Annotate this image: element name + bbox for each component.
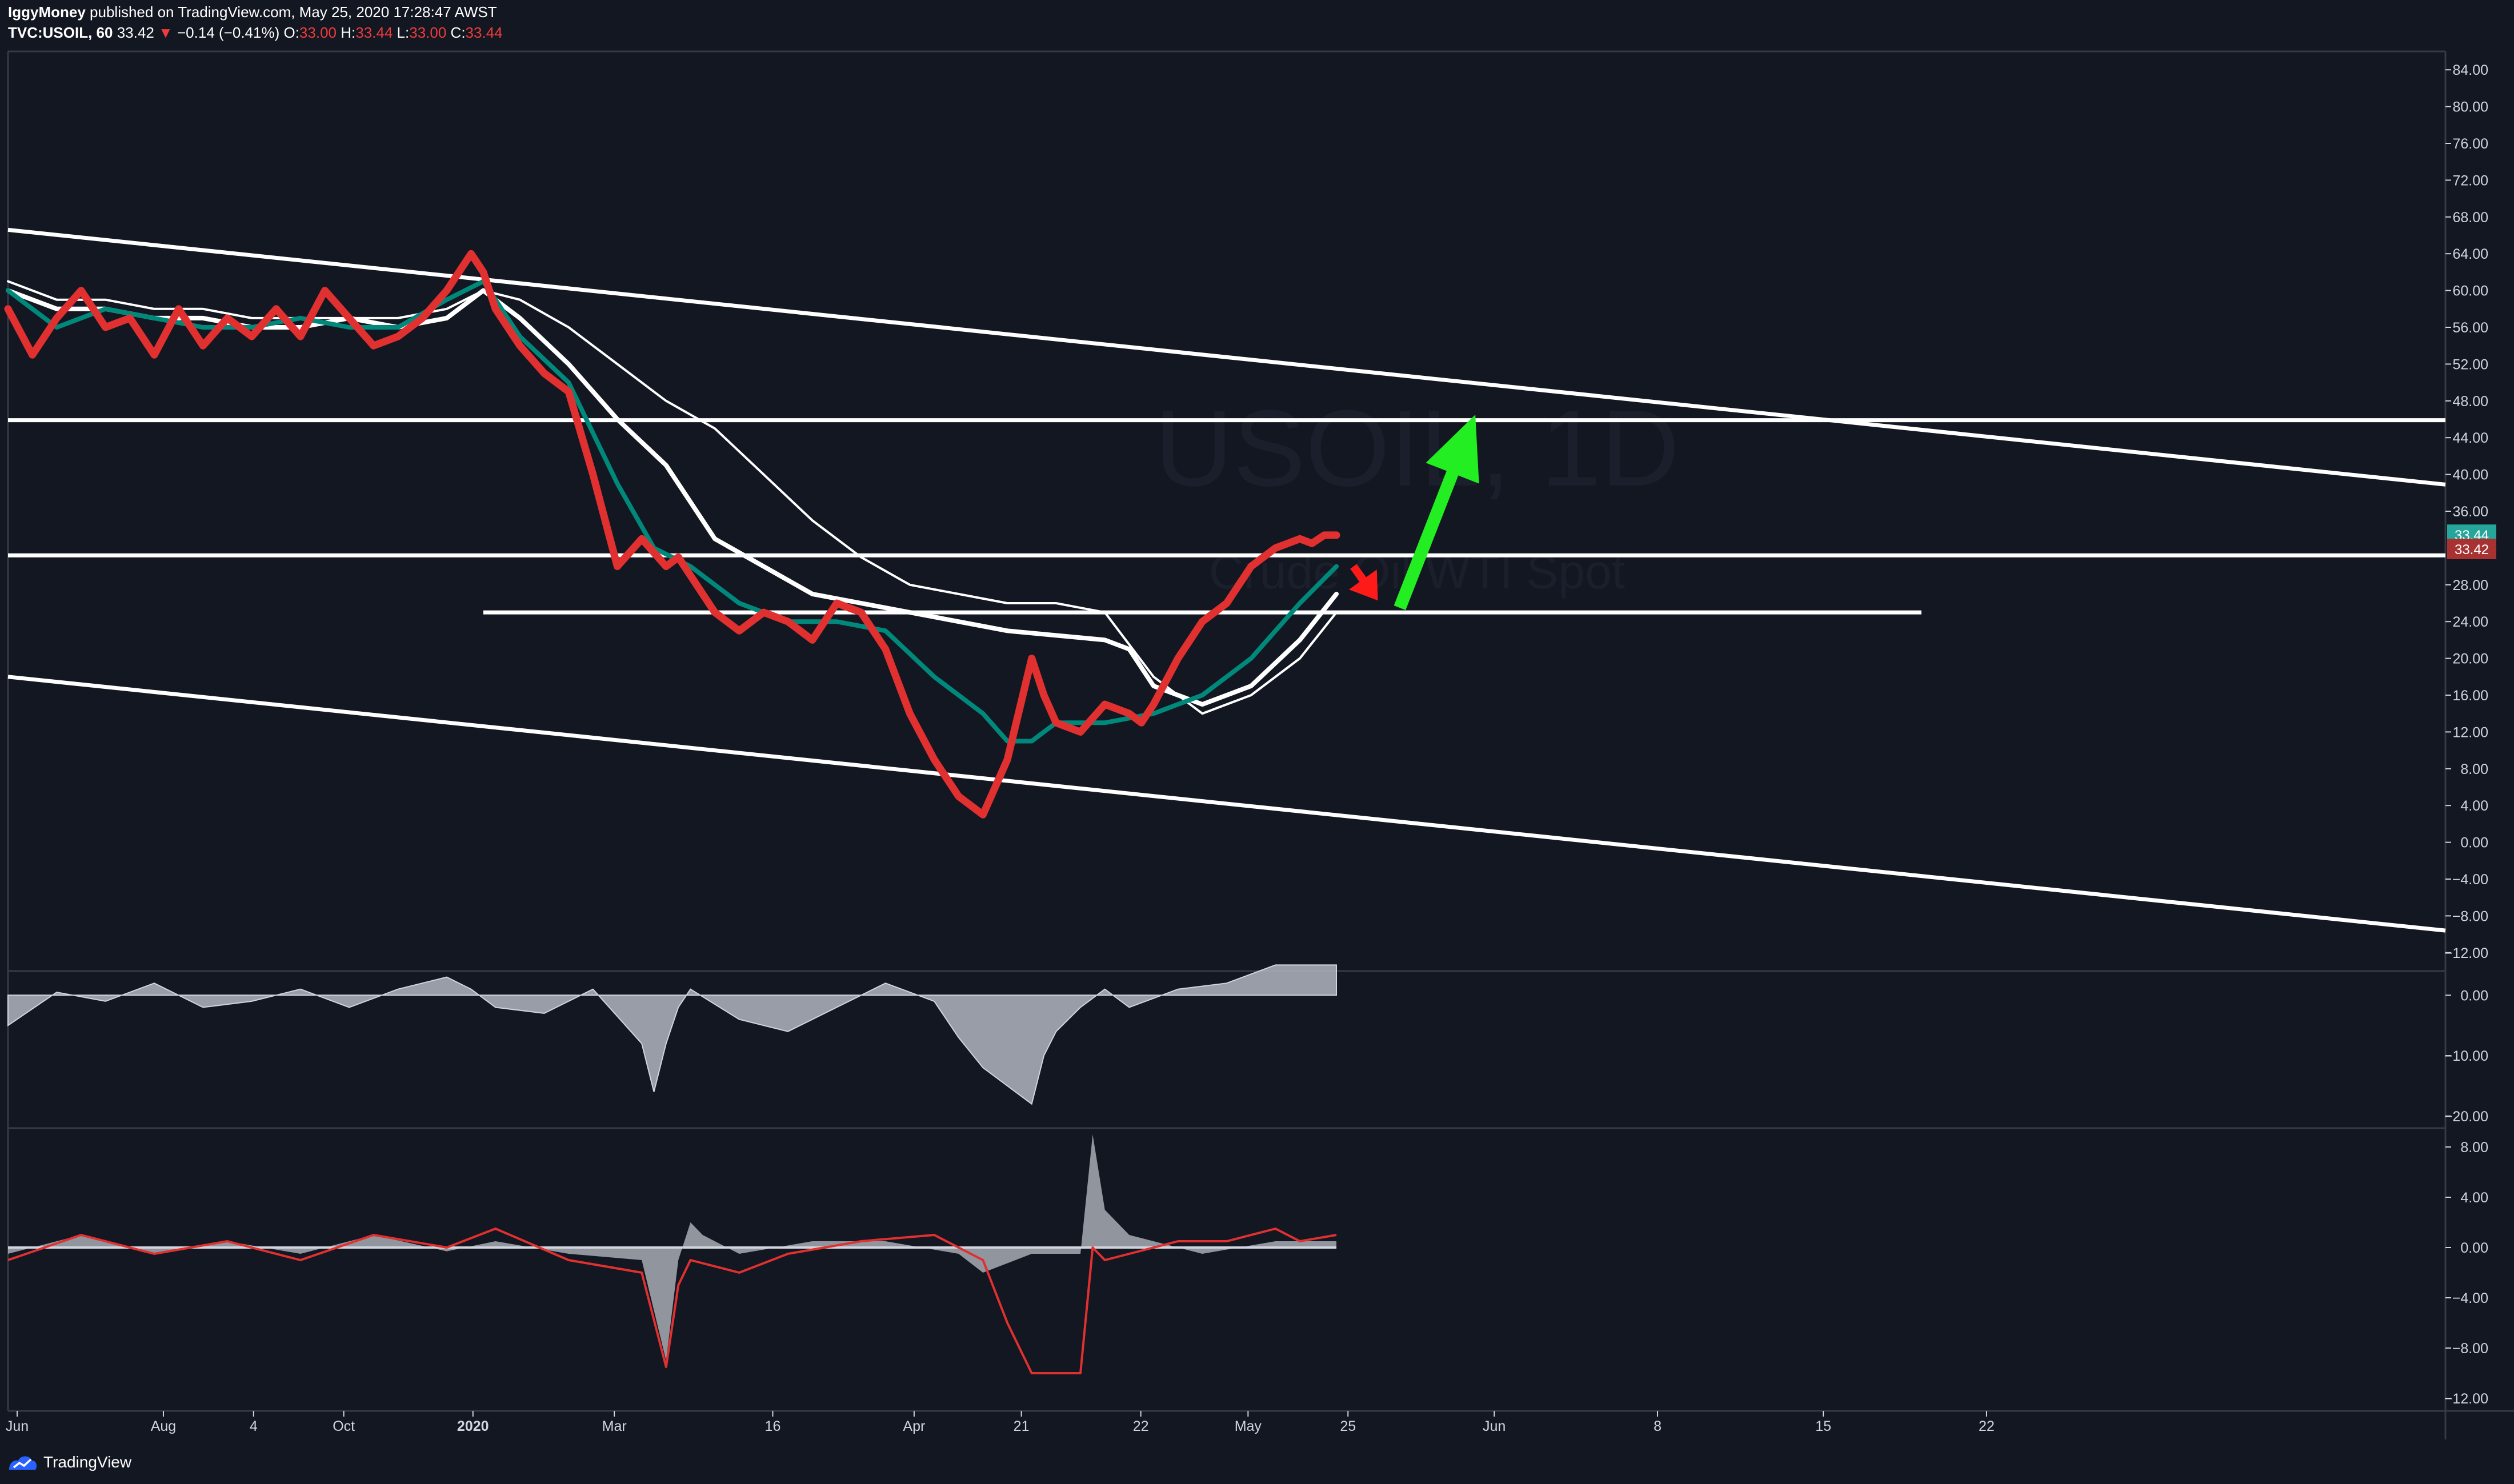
y-tick-label: 84.00 (2452, 62, 2488, 78)
oscillator-1-pane[interactable] (7, 964, 1337, 1105)
y-tick-label: −20.00 (2444, 1109, 2488, 1125)
brand-name: TradingView (43, 1453, 132, 1471)
y-tick-label: 80.00 (2452, 99, 2488, 115)
series-ma-fast (6, 279, 1339, 744)
y-tick-label: 40.00 (2452, 467, 2488, 483)
y-tick-label: 56.00 (2452, 320, 2488, 336)
pane-borders (7, 50, 2514, 1439)
y-tick-label: 24.00 (2452, 614, 2488, 630)
up-arrow-icon (1394, 415, 1479, 611)
y-tick-label: 16.00 (2452, 688, 2488, 704)
time-axis[interactable]: Jun Aug 4 Oct 2020 Mar 16 Apr 21 22 May 25 Jun 8 15 22 (6, 1411, 1995, 1434)
header-line-1: IggyMoney published on TradingView.com, … (8, 3, 497, 21)
x-tick-label: Apr (903, 1418, 925, 1434)
author-name[interactable]: IggyMoney (8, 3, 86, 21)
y-tick-label: 60.00 (2452, 283, 2488, 299)
close-value: 33.44 (465, 24, 503, 41)
x-tick-label: 25 (1340, 1418, 1356, 1434)
down-arrow-icon (1348, 564, 1378, 601)
low-value: 33.00 (409, 24, 447, 41)
series-price (4, 250, 1340, 819)
y-tick-label: 8.00 (2460, 761, 2488, 777)
open-label: O: (283, 24, 299, 41)
header-line-2: TVC:USOIL, 60 33.42 ▼ −0.14 (−0.41%) O:3… (8, 24, 503, 42)
y-tick-label: −4.00 (2452, 872, 2488, 888)
price-badge (2447, 539, 2496, 560)
x-tick-label: 2020 (457, 1418, 489, 1434)
low-label: L: (397, 24, 410, 41)
y-tick-label: 0.00 (2460, 988, 2488, 1004)
trendline[interactable] (7, 227, 2446, 487)
series-ma-slower (7, 280, 1338, 715)
price-change: −0.14 (−0.41%) (177, 24, 280, 41)
y-tick-label: −8.00 (2452, 1341, 2488, 1357)
price-axis[interactable]: 84.00 80.00 76.00 72.00 68.00 64.00 60.00 56.00… (2444, 62, 2496, 1407)
x-tick-label: 16 (765, 1418, 781, 1434)
oscillator-2-signal-line (7, 1228, 1337, 1374)
y-tick-label: 36.00 (2452, 504, 2488, 520)
y-tick-label: 48.00 (2452, 394, 2488, 410)
y-tick-label: −8.00 (2452, 908, 2488, 924)
x-tick-label: 22 (1133, 1418, 1149, 1434)
x-tick-label: May (1235, 1418, 1262, 1434)
trendline[interactable] (7, 675, 2446, 933)
x-tick-label: Jun (1483, 1418, 1506, 1434)
y-tick-label: 8.00 (2460, 1140, 2488, 1156)
last-price: 33.42 (117, 24, 154, 41)
y-tick-label: 76.00 (2452, 136, 2488, 152)
publish-info: published on TradingView.com, May 25, 20… (90, 3, 497, 21)
y-tick-label: 20.00 (2452, 651, 2488, 667)
y-tick-label: 0.00 (2460, 835, 2488, 851)
watermark-symbol: USOIL, 1D (1155, 388, 1680, 509)
y-tick-label: 28.00 (2452, 577, 2488, 593)
y-tick-label: −12.00 (2444, 1391, 2488, 1407)
close-label: C: (450, 24, 466, 41)
change-down-icon: ▼ (158, 24, 173, 41)
x-tick-label: 8 (1654, 1418, 1662, 1434)
y-tick-label: 52.00 (2452, 356, 2488, 372)
y-tick-label: −10.00 (2444, 1048, 2488, 1064)
y-tick-label: −12.00 (2444, 945, 2488, 961)
y-tick-label: 4.00 (2460, 1190, 2488, 1206)
y-tick-label: 44.00 (2452, 430, 2488, 446)
x-tick-label: Oct (333, 1418, 355, 1434)
oscillator-1-histogram (7, 964, 1337, 1105)
y-tick-label: 68.00 (2452, 210, 2488, 226)
y-tick-label: 0.00 (2460, 1240, 2488, 1256)
x-tick-label: 22 (1979, 1418, 1995, 1434)
high-value: 33.44 (355, 24, 393, 41)
x-tick-label: Aug (151, 1418, 176, 1434)
y-tick-label: 64.00 (2452, 246, 2488, 262)
oscillator-2-pane[interactable] (7, 1134, 1337, 1374)
x-tick-label: 15 (1815, 1418, 1831, 1434)
x-tick-label: 21 (1014, 1418, 1030, 1434)
tradingview-brand[interactable]: TradingView (8, 1453, 131, 1472)
symbol-label[interactable]: TVC:USOIL, 60 (8, 24, 113, 41)
x-tick-label: Jun (6, 1418, 29, 1434)
y-tick-label: −4.00 (2452, 1290, 2488, 1306)
y-tick-label: 72.00 (2452, 173, 2488, 188)
y-tick-label: 4.00 (2460, 798, 2488, 814)
open-value: 33.00 (299, 24, 337, 41)
price-badge-label: 33.42 (2455, 542, 2489, 557)
x-tick-label: 4 (250, 1418, 258, 1434)
tradingview-logo-icon (9, 1456, 37, 1470)
y-tick-label: 12.00 (2452, 724, 2488, 740)
price-pane[interactable] (4, 227, 2446, 933)
x-tick-label: Mar (602, 1418, 627, 1434)
high-label: H: (341, 24, 356, 41)
